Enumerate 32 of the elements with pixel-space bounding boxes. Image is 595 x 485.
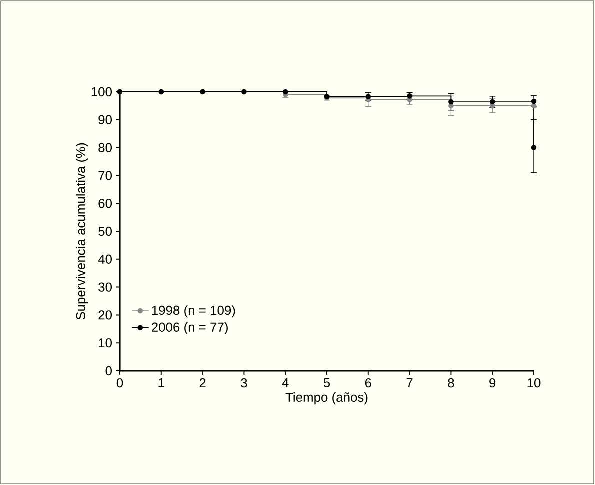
x-tick-label: 3	[241, 378, 248, 388]
y-tick-label: 70	[98, 171, 112, 180]
y-tick-label: 40	[98, 254, 112, 264]
y-tick-label: 20	[98, 310, 112, 320]
point	[531, 98, 537, 104]
y-axis-title: Supervivencia acumulativa (%)	[76, 143, 88, 320]
x-tick-label: 4	[282, 378, 289, 388]
point	[531, 103, 537, 109]
y-tick-label: 0	[106, 366, 112, 376]
x-tick-label: 1	[158, 378, 164, 388]
y-tick-label: 30	[98, 282, 112, 292]
x-tick-label: 8	[448, 378, 454, 388]
x-tick-label: 7	[406, 378, 413, 388]
point	[448, 99, 454, 105]
point	[282, 89, 288, 95]
y-tick-label: 80	[98, 143, 112, 152]
legend-label: 1998 (n = 109)	[152, 306, 236, 318]
y-tick-label: 50	[98, 226, 112, 236]
x-tick-label: 6	[365, 378, 372, 388]
x-tick-label: 2	[200, 378, 206, 388]
point	[490, 99, 496, 105]
x-tick-label: 5	[324, 378, 330, 388]
y-tick-label: 100	[92, 87, 112, 97]
legend-label: 2006 (n = 77)	[152, 322, 228, 335]
y-tick-label: 60	[98, 199, 112, 208]
y-tick-label: 10	[99, 338, 112, 348]
x-tick-label: 0	[116, 378, 124, 388]
point	[531, 145, 537, 150]
x-tick-label: 9	[490, 378, 496, 388]
x-tick-label: 10	[528, 378, 541, 388]
x-axis-title: Tiempo (años)	[286, 392, 368, 405]
y-tick-label: 90	[98, 115, 112, 124]
